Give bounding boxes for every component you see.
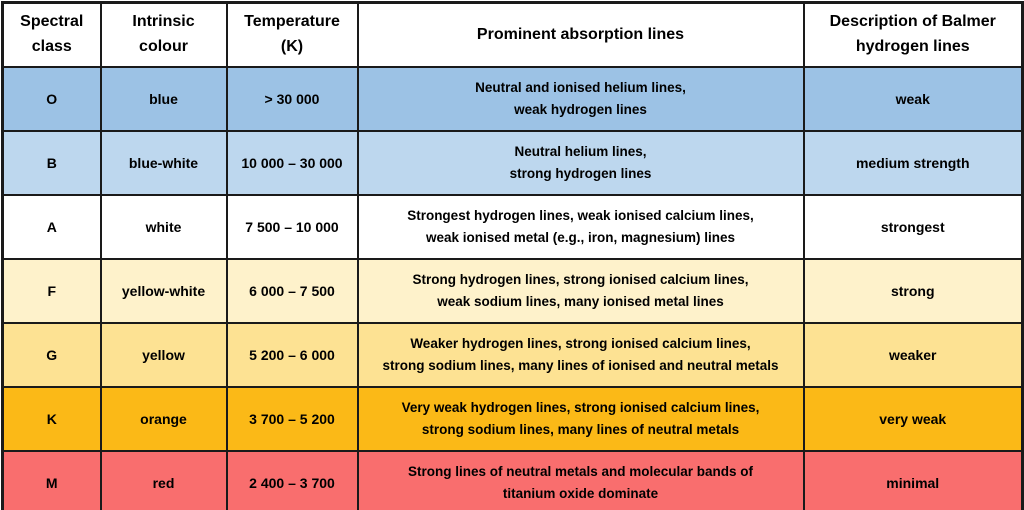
cell-balmer-lines: very weak — [802, 386, 1024, 452]
cell-temperature: 6 000 – 7 500 — [225, 258, 359, 324]
cell-temperature: > 30 000 — [225, 66, 359, 132]
table-row-f: F yellow-white 6 000 – 7 500 Strong hydr… — [1, 258, 1024, 324]
header-balmer-lines: Description of Balmer hydrogen lines — [802, 1, 1024, 68]
header-temperature: Temperature (K) — [225, 1, 359, 68]
cell-spectral-class: A — [1, 194, 102, 260]
table-row-b: B blue-white 10 000 – 30 000 Neutral hel… — [1, 130, 1024, 196]
cell-spectral-class: M — [1, 450, 102, 510]
cell-spectral-class: O — [1, 66, 102, 132]
cell-temperature: 2 400 – 3 700 — [225, 450, 359, 510]
header-intrinsic-colour: Intrinsic colour — [99, 1, 228, 68]
cell-absorption-lines: Very weak hydrogen lines, strong ionised… — [356, 386, 805, 452]
header-spectral-class: Spectral class — [1, 1, 102, 68]
cell-spectral-class: K — [1, 386, 102, 452]
table-row-k: K orange 3 700 – 5 200 Very weak hydroge… — [1, 386, 1024, 452]
cell-balmer-lines: strongest — [802, 194, 1024, 260]
cell-temperature: 10 000 – 30 000 — [225, 130, 359, 196]
cell-absorption-lines: Strong hydrogen lines, strong ionised ca… — [356, 258, 805, 324]
cell-balmer-lines: minimal — [802, 450, 1024, 510]
cell-spectral-class: F — [1, 258, 102, 324]
header-row: Spectral class Intrinsic colour Temperat… — [1, 1, 1024, 68]
table-row-a: A white 7 500 – 10 000 Strongest hydroge… — [1, 194, 1024, 260]
cell-intrinsic-colour: red — [99, 450, 228, 510]
cell-balmer-lines: weaker — [802, 322, 1024, 388]
table-row-m: M red 2 400 – 3 700 Strong lines of neut… — [1, 450, 1024, 510]
cell-temperature: 3 700 – 5 200 — [225, 386, 359, 452]
cell-absorption-lines: Strong lines of neutral metals and molec… — [356, 450, 805, 510]
cell-intrinsic-colour: orange — [99, 386, 228, 452]
cell-absorption-lines: Weaker hydrogen lines, strong ionised ca… — [356, 322, 805, 388]
cell-intrinsic-colour: yellow — [99, 322, 228, 388]
cell-temperature: 7 500 – 10 000 — [225, 194, 359, 260]
cell-intrinsic-colour: yellow-white — [99, 258, 228, 324]
cell-balmer-lines: medium strength — [802, 130, 1024, 196]
cell-absorption-lines: Neutral helium lines, strong hydrogen li… — [356, 130, 805, 196]
cell-balmer-lines: strong — [802, 258, 1024, 324]
cell-intrinsic-colour: blue-white — [99, 130, 228, 196]
cell-absorption-lines: Neutral and ionised helium lines, weak h… — [356, 66, 805, 132]
table-row-g: G yellow 5 200 – 6 000 Weaker hydrogen l… — [1, 322, 1024, 388]
cell-absorption-lines: Strongest hydrogen lines, weak ionised c… — [356, 194, 805, 260]
cell-spectral-class: G — [1, 322, 102, 388]
cell-intrinsic-colour: blue — [99, 66, 228, 132]
cell-balmer-lines: weak — [802, 66, 1024, 132]
header-absorption-lines: Prominent absorption lines — [356, 1, 805, 68]
cell-temperature: 5 200 – 6 000 — [225, 322, 359, 388]
cell-spectral-class: B — [1, 130, 102, 196]
cell-intrinsic-colour: white — [99, 194, 228, 260]
table-row-o: O blue > 30 000 Neutral and ionised heli… — [1, 66, 1024, 132]
